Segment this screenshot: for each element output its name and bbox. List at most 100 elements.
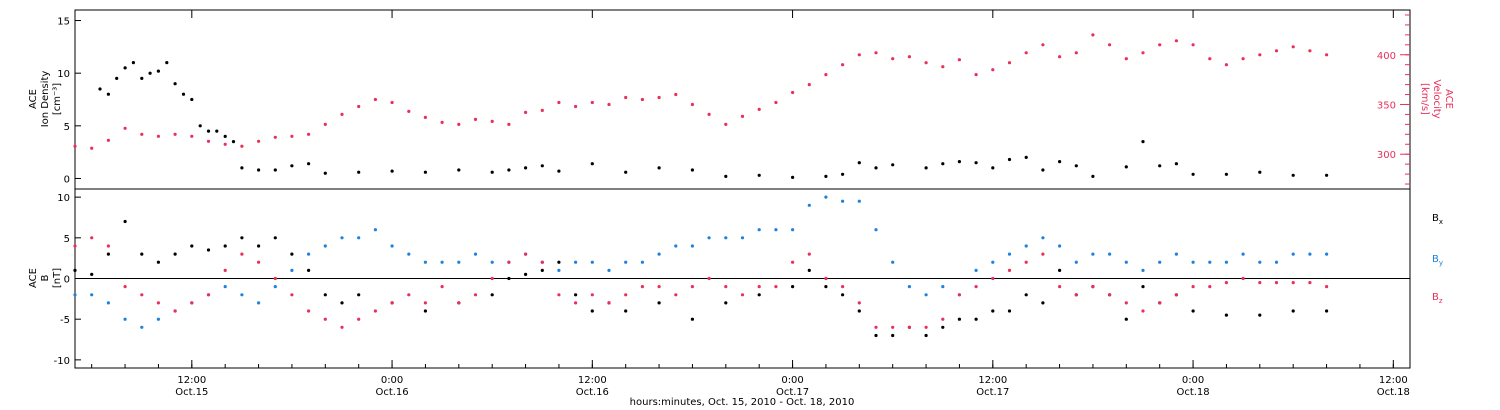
density-point-52 [1058,160,1062,164]
by-point-49 [891,260,895,264]
bz-point-17 [357,317,361,321]
by-point-65 [1158,260,1162,264]
bz-point-62 [1108,293,1112,297]
by-point-58 [1041,236,1045,240]
bx-point-59 [1224,313,1228,317]
bz-point-73 [1291,281,1295,285]
density-point-33 [624,170,628,174]
density-axis-label-line2: Ion Density [40,71,51,128]
bz-point-29 [557,293,561,297]
by-point-35 [657,252,661,256]
density-point-21 [307,162,311,166]
by-point-38 [707,236,711,240]
density-point-19 [273,168,277,172]
velocity-axis-label-line2: Velocity [1431,79,1442,118]
density-point-20 [290,164,294,168]
bx-point-4 [140,252,144,256]
x-tick-time-6: 12:00 [1379,375,1408,386]
bz-point-51 [924,325,928,329]
by-point-54 [974,268,978,272]
by-point-5 [156,317,160,321]
density-axis-label-line3: [cm⁻³] [52,83,63,115]
bx-point-44 [957,317,962,321]
velocity-point-75 [1325,53,1329,57]
bz-point-6 [173,309,177,313]
bz-point-64 [1141,309,1145,313]
x-tick-date-0: Oct.15 [175,387,208,398]
bz-point-61 [1091,285,1095,289]
velocity-point-11 [257,139,261,143]
by-point-50 [907,285,912,289]
density-point-49 [1007,157,1012,162]
density-point-1 [106,92,110,96]
bx-point-21 [490,293,494,297]
legend-bx: Bx [1432,213,1443,226]
field-tick-label-0: -10 [54,356,70,367]
by-point-51 [924,293,928,297]
by-point-40 [740,236,745,240]
bx-point-25 [557,260,561,264]
velocity-point-13 [290,134,294,138]
by-point-2 [106,301,110,305]
bz-point-9 [223,268,227,272]
velocity-point-17 [357,104,361,109]
x-tick-time-1: 0:00 [381,375,403,386]
bx-point-55 [1141,285,1145,289]
bz-point-36 [674,293,678,297]
by-point-23 [457,260,461,264]
bz-point-40 [740,293,745,297]
density-point-24 [390,169,394,173]
velocity-point-62 [1108,43,1112,47]
by-point-29 [557,268,561,272]
bz-point-46 [841,285,845,289]
bx-point-9 [223,244,227,248]
bx-point-40 [891,333,895,338]
density-point-60 [1224,172,1228,176]
bz-point-74 [1308,281,1312,285]
by-point-15 [323,244,327,248]
by-point-48 [874,228,878,232]
bx-point-16 [340,301,344,305]
bx-point-38 [857,309,861,313]
bx-point-54 [1124,317,1128,321]
x-tick-time-2: 12:00 [578,375,607,386]
bx-point-5 [156,260,160,264]
density-point-7 [156,69,160,73]
velocity-point-65 [1158,43,1162,47]
by-point-39 [724,236,728,240]
bz-point-35 [657,285,661,289]
by-point-10 [240,293,244,297]
by-point-4 [140,325,144,329]
velocity-point-16 [340,112,344,116]
velocity-point-43 [791,90,795,95]
velocity-point-27 [524,110,528,114]
density-point-23 [357,170,361,174]
by-point-52 [941,285,945,289]
by-point-41 [757,228,761,232]
velocity-point-10 [240,144,244,148]
bz-point-56 [1007,268,1012,272]
velocity-point-73 [1291,45,1295,49]
velocity-point-47 [857,53,861,57]
bz-point-50 [907,325,912,329]
field-tick-label-3: 5 [64,234,70,245]
density-point-6 [148,71,152,75]
by-point-61 [1091,252,1095,256]
bz-point-45 [824,276,828,281]
velocity-axis-label-line1: ACE [1443,89,1454,109]
bx-point-8 [206,248,211,252]
density-point-56 [1141,140,1145,144]
density-point-16 [231,140,236,144]
velocity-point-34 [640,97,645,102]
velocity-point-64 [1141,51,1145,55]
velocity-point-63 [1124,57,1128,61]
velocity-point-48 [874,51,878,55]
bx-point-23 [524,272,528,276]
bx-point-0 [73,268,77,272]
bx-point-60 [1258,313,1262,317]
bz-point-53 [957,293,962,297]
bz-point-49 [891,325,895,329]
bx-point-10 [240,236,244,240]
velocity-point-30 [574,104,578,109]
bz-point-71 [1258,281,1262,285]
